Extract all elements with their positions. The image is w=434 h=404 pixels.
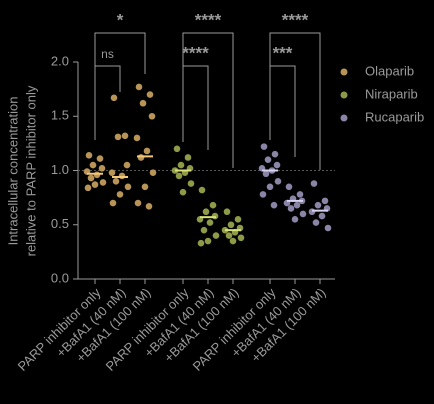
y-tick-label: 0.5 [51, 216, 69, 231]
significance-bracket [182, 65, 209, 150]
data-point [321, 197, 329, 205]
data-point [177, 161, 185, 169]
significance-bracket [182, 32, 234, 168]
data-point [227, 221, 235, 229]
data-point [134, 199, 142, 207]
data-point [179, 188, 187, 196]
data-point [285, 183, 293, 191]
data-point [149, 169, 157, 176]
data-point [110, 94, 118, 102]
data-point [212, 232, 220, 239]
data-point [118, 172, 126, 180]
data-point [198, 186, 206, 194]
data-point [148, 112, 156, 120]
legend-marker [340, 91, 348, 99]
data-point [291, 216, 299, 223]
data-point [229, 237, 237, 245]
data-point [109, 199, 117, 207]
data-point [135, 83, 143, 91]
data-point [121, 132, 129, 140]
significance-bracket [269, 65, 296, 157]
data-point [123, 161, 131, 169]
significance-label: * [117, 10, 124, 29]
data-point [223, 208, 231, 216]
data-point [108, 169, 116, 176]
data-point [173, 145, 181, 153]
y-tick-label: 0.0 [51, 270, 69, 285]
data-point [293, 201, 301, 209]
data-point [124, 183, 132, 191]
significance-label: **** [182, 43, 209, 62]
data-point [197, 239, 205, 247]
data-point [146, 91, 154, 98]
data-point [318, 212, 326, 220]
data-point [112, 178, 120, 185]
y-tick-label: 2.0 [51, 53, 69, 68]
data-point [114, 133, 122, 141]
data-point [296, 191, 304, 198]
significance-label: **** [195, 10, 222, 29]
data-point [202, 208, 210, 216]
data-point [91, 181, 99, 188]
data-point [98, 165, 106, 172]
legend-label: Olaparib [365, 63, 414, 78]
significance-bracket [94, 32, 146, 140]
data-point [312, 219, 320, 226]
data-point [139, 99, 147, 107]
legend-label: Niraparib [365, 86, 418, 101]
data-point [209, 201, 217, 209]
data-point [266, 183, 274, 191]
data-point [310, 180, 318, 187]
data-point [200, 226, 208, 234]
legend-marker [340, 114, 348, 122]
significance-label: *** [273, 43, 293, 62]
data-point [308, 208, 316, 216]
data-point [143, 147, 151, 155]
data-point [264, 156, 272, 163]
data-point [287, 205, 295, 212]
data-point [237, 234, 245, 242]
y-tick-label: 1.5 [51, 108, 69, 123]
data-point [96, 155, 104, 162]
data-point [259, 191, 267, 198]
significance-label: ns [101, 47, 114, 61]
data-point [206, 219, 214, 226]
data-point [324, 224, 332, 232]
y-axis-label: Intracellular concentration [5, 97, 20, 246]
data-point [175, 172, 183, 180]
legend-marker [340, 68, 348, 76]
data-point [262, 170, 270, 178]
data-point [93, 171, 101, 179]
significance-label: **** [282, 10, 309, 29]
data-point [87, 174, 95, 182]
data-point [187, 180, 195, 187]
y-tick-label: 1.0 [51, 162, 69, 177]
data-point [299, 210, 307, 218]
data-point [273, 161, 281, 169]
data-point [204, 237, 212, 245]
data-point [89, 161, 97, 169]
data-point [234, 216, 242, 223]
data-point [270, 201, 278, 209]
data-point [133, 134, 141, 142]
data-point [145, 203, 153, 210]
y-axis-label: relative to PARP inhibitor only [23, 85, 38, 256]
significance-bracket [94, 65, 121, 140]
data-point [137, 154, 145, 161]
data-point [84, 184, 92, 192]
data-point [99, 179, 107, 186]
significance-bracket [269, 32, 321, 170]
data-point [314, 201, 322, 209]
legend-label: Rucaparib [365, 109, 424, 124]
data-point [260, 143, 268, 150]
data-point [271, 150, 279, 158]
data-point [116, 191, 124, 198]
data-point [274, 178, 282, 185]
data-point [141, 183, 149, 191]
data-point [85, 152, 93, 159]
data-point [211, 212, 219, 220]
data-point [225, 232, 233, 239]
data-point [184, 154, 192, 161]
